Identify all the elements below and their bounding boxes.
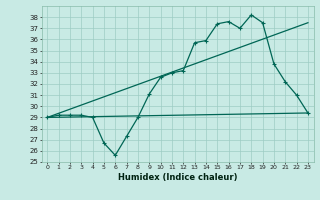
X-axis label: Humidex (Indice chaleur): Humidex (Indice chaleur): [118, 173, 237, 182]
